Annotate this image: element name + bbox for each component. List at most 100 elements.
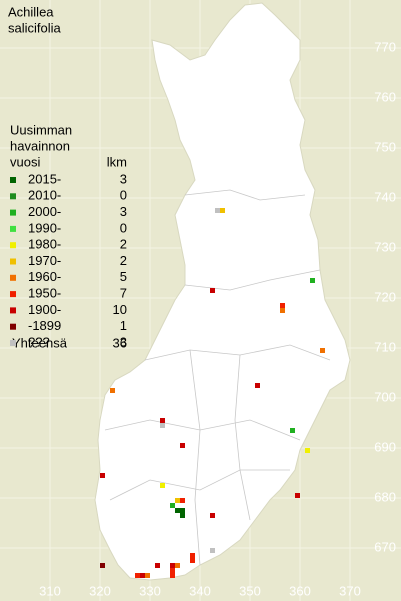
legend-label: 1960- — [28, 269, 61, 284]
y-tick-label: 670 — [374, 539, 396, 554]
legend-swatch — [10, 242, 16, 249]
observation-square — [145, 573, 150, 578]
observation-square — [170, 503, 175, 508]
x-tick-label: 350 — [239, 583, 261, 598]
y-tick-label: 740 — [374, 189, 396, 204]
y-tick-label: 730 — [374, 239, 396, 254]
x-tick-label: 370 — [339, 583, 361, 598]
border — [109, 469, 290, 501]
y-tick-label: 710 — [374, 339, 396, 354]
observation-square — [190, 558, 195, 563]
observation-square — [180, 508, 185, 513]
observation-square — [215, 208, 220, 213]
legend-label: -1899 — [28, 318, 61, 333]
y-tick-label: 690 — [374, 439, 396, 454]
legend-label: 1980- — [28, 237, 61, 252]
y-tick-label: 720 — [374, 289, 396, 304]
legend-count: 2 — [120, 253, 127, 268]
count-header: lkm — [107, 154, 127, 169]
finland-outline — [94, 2, 351, 581]
region-borders — [104, 189, 331, 566]
observation-square — [175, 498, 180, 503]
observations — [100, 208, 325, 578]
observation-square — [320, 348, 325, 353]
y-tick-label: 700 — [374, 389, 396, 404]
legend-count: 1 — [120, 318, 127, 333]
title: salicifolia — [8, 20, 62, 35]
legend-label: 1900- — [28, 302, 61, 317]
legend-swatch — [10, 193, 16, 200]
legend-label: 1950- — [28, 286, 61, 301]
title: Achillea — [8, 4, 54, 19]
total: 36 — [113, 335, 127, 350]
observation-square — [310, 278, 315, 283]
legend-label: 1990- — [28, 220, 61, 235]
observation-square — [170, 563, 175, 568]
legend-count: 7 — [120, 286, 127, 301]
observation-square — [155, 563, 160, 568]
observation-square — [280, 308, 285, 313]
legend-title: havainnon — [10, 138, 70, 153]
legend-label: 2015- — [28, 171, 61, 186]
observation-square — [180, 443, 185, 448]
observation-square — [110, 388, 115, 393]
legend-label: 2010- — [28, 188, 61, 203]
total-label: Yhteensä — [12, 335, 68, 350]
legend-swatch — [10, 307, 16, 314]
border — [184, 269, 321, 291]
legend-swatch — [10, 209, 16, 216]
observation-square — [170, 568, 175, 573]
y-tick-label: 770 — [374, 39, 396, 54]
legend-swatch — [10, 177, 16, 183]
legend-swatch — [10, 340, 16, 346]
legend-count: 5 — [120, 269, 127, 284]
observation-square — [210, 548, 215, 553]
legend-label: ??? — [28, 334, 50, 349]
y-tick-label: 750 — [374, 139, 396, 154]
legend-count: 10 — [113, 302, 127, 317]
legend-title: vuosi — [10, 154, 40, 169]
legend-count: 3 — [120, 334, 127, 349]
legend-swatch — [10, 291, 16, 298]
observation-square — [180, 498, 185, 503]
observation-square — [280, 303, 285, 308]
observation-square — [180, 513, 185, 518]
x-tick-label: 320 — [89, 583, 111, 598]
x-tick-label: 330 — [139, 583, 161, 598]
observation-square — [160, 483, 165, 488]
legend-count: 3 — [120, 204, 127, 219]
legend-swatch — [10, 274, 16, 281]
x-tick-label: 310 — [39, 583, 61, 598]
y-tick-label: 760 — [374, 89, 396, 104]
observation-square — [100, 473, 105, 478]
legend-count: 2 — [120, 237, 127, 252]
x-tick-label: 360 — [289, 583, 311, 598]
x-tick-label: 340 — [189, 583, 211, 598]
legend-count: 0 — [120, 220, 127, 235]
observation-square — [100, 563, 105, 568]
observation-square — [210, 513, 215, 518]
observation-square — [140, 573, 145, 578]
observation-square — [255, 383, 260, 388]
observation-square — [175, 508, 180, 513]
observation-square — [220, 208, 225, 213]
observation-square — [305, 448, 310, 453]
observation-square — [135, 573, 140, 578]
legend-label: 2000- — [28, 204, 61, 219]
legend-count: 0 — [120, 188, 127, 203]
legend-label: 1970- — [28, 253, 61, 268]
border — [189, 349, 201, 566]
observation-square — [175, 563, 180, 568]
observation-square — [295, 493, 300, 498]
observation-square — [290, 428, 295, 433]
legend-count: 3 — [120, 171, 127, 186]
y-tick-label: 680 — [374, 489, 396, 504]
observation-square — [210, 288, 215, 293]
observation-square — [160, 418, 165, 423]
legend-swatch — [10, 225, 16, 232]
observation-square — [160, 423, 165, 428]
legend-swatch — [10, 258, 16, 265]
legend-swatch — [10, 323, 16, 330]
observation-square — [170, 573, 175, 578]
